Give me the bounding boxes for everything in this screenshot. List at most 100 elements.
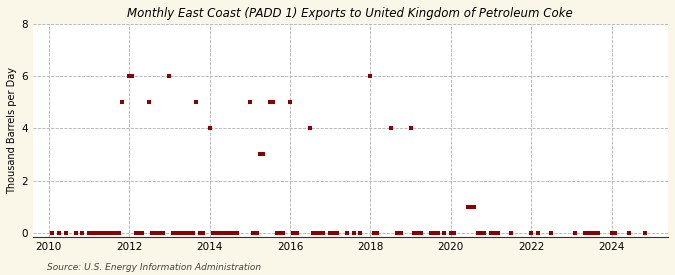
Point — [97, 230, 107, 235]
Point — [101, 230, 111, 235]
Point — [429, 230, 439, 235]
Point — [147, 230, 158, 235]
Point — [569, 230, 580, 235]
Point — [127, 74, 138, 78]
Point — [583, 230, 594, 235]
Point — [124, 74, 134, 78]
Text: Source: U.S. Energy Information Administration: Source: U.S. Energy Information Administ… — [47, 263, 261, 272]
Point — [211, 230, 222, 235]
Point — [137, 230, 148, 235]
Y-axis label: Thousand Barrels per Day: Thousand Barrels per Day — [7, 67, 17, 194]
Point — [53, 230, 64, 235]
Point — [231, 230, 242, 235]
Point — [439, 230, 450, 235]
Point — [610, 230, 620, 235]
Point — [174, 230, 185, 235]
Point — [546, 230, 557, 235]
Point — [167, 230, 178, 235]
Point — [134, 230, 144, 235]
Point — [130, 230, 141, 235]
Point — [104, 230, 115, 235]
Point — [244, 100, 255, 104]
Point — [425, 230, 436, 235]
Point — [117, 100, 128, 104]
Point — [254, 152, 265, 157]
Point — [187, 230, 198, 235]
Point — [479, 230, 489, 235]
Point — [526, 230, 537, 235]
Point — [579, 230, 590, 235]
Point — [251, 230, 262, 235]
Point — [107, 230, 117, 235]
Point — [60, 230, 71, 235]
Point — [466, 205, 477, 209]
Point — [589, 230, 600, 235]
Point — [271, 230, 282, 235]
Point — [472, 230, 483, 235]
Point — [86, 230, 97, 235]
Point — [325, 230, 335, 235]
Point — [395, 230, 406, 235]
Point — [221, 230, 232, 235]
Point — [277, 230, 288, 235]
Point — [446, 230, 456, 235]
Point — [392, 230, 403, 235]
Point — [331, 230, 342, 235]
Point — [412, 230, 423, 235]
Point — [214, 230, 225, 235]
Point — [70, 230, 81, 235]
Point — [151, 230, 161, 235]
Point — [157, 230, 168, 235]
Point — [432, 230, 443, 235]
Point — [606, 230, 617, 235]
Point — [77, 230, 88, 235]
Point — [640, 230, 651, 235]
Point — [227, 230, 238, 235]
Point — [90, 230, 101, 235]
Point — [593, 230, 604, 235]
Point — [94, 230, 105, 235]
Point — [164, 74, 175, 78]
Point — [184, 230, 195, 235]
Point — [268, 100, 279, 104]
Point — [312, 230, 323, 235]
Point — [304, 126, 315, 131]
Point — [355, 230, 366, 235]
Point — [315, 230, 325, 235]
Point — [328, 230, 339, 235]
Point — [204, 126, 215, 131]
Point — [462, 205, 473, 209]
Point — [365, 74, 376, 78]
Point — [285, 100, 296, 104]
Point — [623, 230, 634, 235]
Point — [476, 230, 487, 235]
Point — [587, 230, 597, 235]
Point — [533, 230, 543, 235]
Point — [342, 230, 352, 235]
Point — [178, 230, 188, 235]
Point — [197, 230, 208, 235]
Point — [113, 230, 124, 235]
Point — [385, 126, 396, 131]
Point — [489, 230, 500, 235]
Point — [348, 230, 359, 235]
Point — [144, 100, 155, 104]
Point — [318, 230, 329, 235]
Point — [224, 230, 235, 235]
Point — [506, 230, 516, 235]
Point — [275, 230, 286, 235]
Point — [308, 230, 319, 235]
Point — [248, 230, 259, 235]
Point — [258, 152, 269, 157]
Point — [111, 230, 122, 235]
Point — [486, 230, 497, 235]
Title: Monthly East Coast (PADD 1) Exports to United Kingdom of Petroleum Coke: Monthly East Coast (PADD 1) Exports to U… — [128, 7, 573, 20]
Point — [47, 230, 57, 235]
Point — [207, 230, 218, 235]
Point — [493, 230, 504, 235]
Point — [288, 230, 298, 235]
Point — [194, 230, 205, 235]
Point — [469, 205, 480, 209]
Point — [217, 230, 228, 235]
Point — [292, 230, 302, 235]
